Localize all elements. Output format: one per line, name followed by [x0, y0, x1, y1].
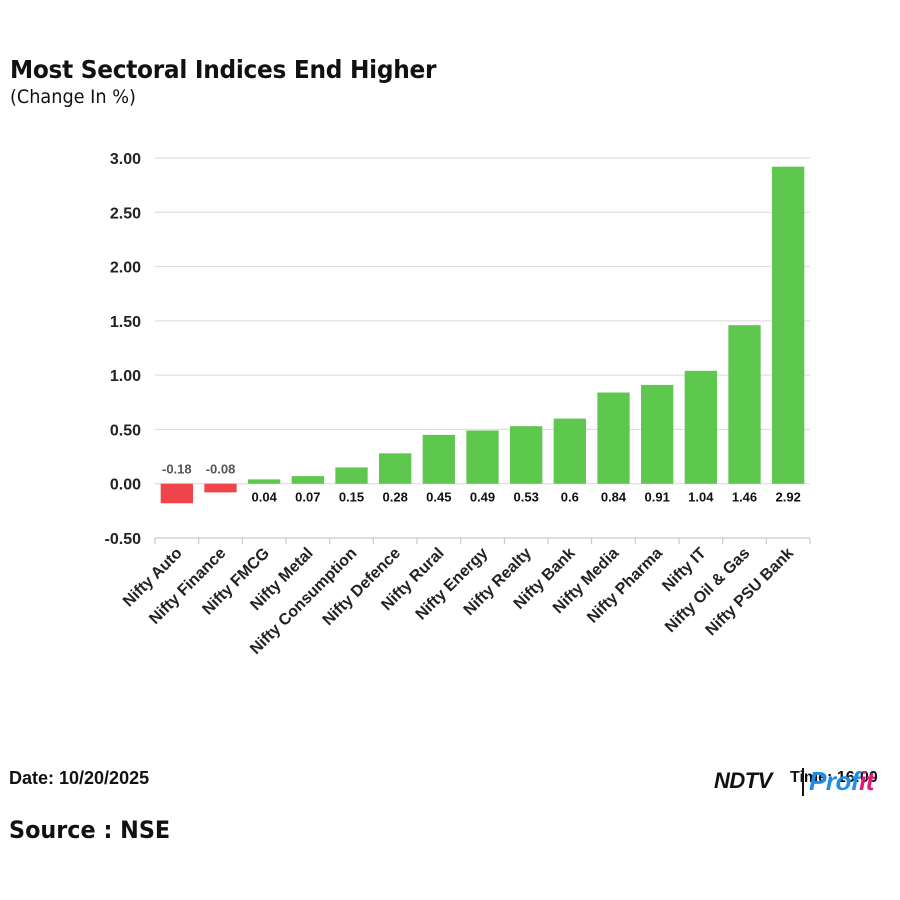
logo-separator — [802, 768, 804, 796]
bar — [204, 483, 237, 493]
x-category-label: Nifty Defence — [320, 545, 404, 629]
data-label: -0.18 — [162, 462, 192, 477]
ndtv-profit-logo: NDTV Profit — [714, 766, 894, 800]
y-tick-label: 0.00 — [110, 477, 141, 494]
data-label: 0.45 — [426, 490, 451, 505]
bar — [728, 325, 761, 484]
bar — [641, 384, 674, 484]
bar — [248, 479, 281, 484]
bar — [684, 370, 717, 484]
data-label: 1.04 — [688, 490, 714, 505]
y-tick-label: -0.50 — [105, 531, 142, 548]
bar — [422, 434, 455, 484]
logo-ndtv-mark: NDTV — [714, 768, 772, 793]
data-label: 0.49 — [470, 490, 495, 505]
bar — [466, 430, 499, 484]
bar — [291, 476, 324, 484]
time-label: Time: 16:00 — [790, 769, 878, 786]
source-label: Source : NSE — [9, 816, 171, 844]
y-tick-label: 2.00 — [110, 260, 141, 277]
bar — [510, 426, 543, 484]
bar — [597, 392, 630, 484]
data-label: 0.84 — [601, 490, 627, 505]
chart-subtitle: (Change In %) — [10, 86, 136, 108]
y-tick-label: 3.00 — [110, 151, 141, 168]
y-tick-label: 2.50 — [110, 205, 141, 222]
logo-profit-mark: Profit — [809, 766, 874, 796]
y-tick-label: 1.50 — [110, 314, 141, 331]
data-label: 0.04 — [252, 490, 278, 505]
bar — [553, 418, 586, 484]
data-label: 2.92 — [776, 490, 801, 505]
bar — [772, 166, 805, 484]
bar — [160, 483, 193, 504]
data-label: 0.15 — [339, 490, 364, 505]
x-category-label: Nifty Finance — [146, 545, 229, 628]
chart-title: Most Sectoral Indices End Higher — [10, 55, 437, 84]
y-tick-label: 1.00 — [110, 368, 141, 385]
bar — [379, 453, 412, 484]
x-category-label: Nifty Pharma — [584, 545, 666, 627]
bar-chart: 3.00 2.50 2.00 1.50 1.00 0.50 0.00 -0.50 -0.18 Ni… — [105, 151, 811, 658]
bar — [335, 467, 368, 484]
data-label: 0.91 — [645, 490, 670, 505]
date-label: Date: 10/20/2025 — [9, 768, 150, 788]
data-label: 0.6 — [561, 490, 579, 505]
y-tick-label: 0.50 — [110, 422, 141, 439]
data-label: -0.08 — [206, 462, 236, 477]
data-label: 0.53 — [514, 490, 539, 505]
data-label: 0.28 — [383, 490, 408, 505]
data-label: 1.46 — [732, 490, 757, 505]
data-label: 0.07 — [295, 490, 320, 505]
